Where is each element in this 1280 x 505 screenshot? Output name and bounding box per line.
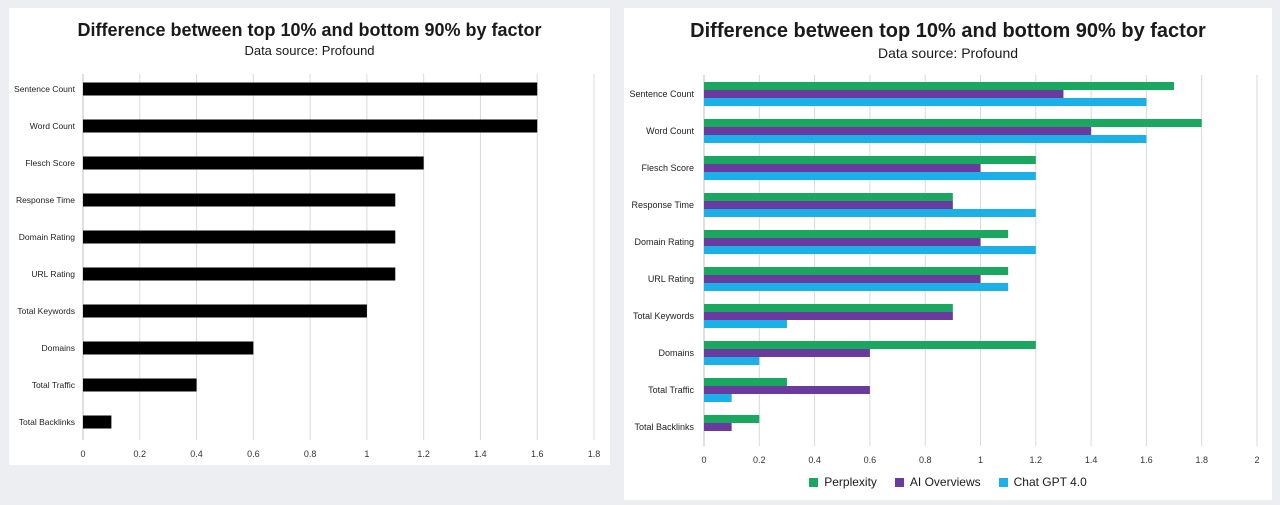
- x-tick-label: 0.6: [247, 449, 260, 459]
- bar-chat-gpt-4-0-domain-rating: [704, 246, 1036, 254]
- legend-item-chat-gpt: Chat GPT 4.0: [998, 475, 1087, 489]
- category-label-domains: Domains: [41, 343, 75, 353]
- right-chart-title: Difference between top 10% and bottom 90…: [690, 20, 1206, 42]
- category-label-domain-rating: Domain Rating: [634, 237, 694, 247]
- left-chart-panel: Difference between top 10% and bottom 90…: [9, 8, 610, 465]
- right-chart-panel: Difference between top 10% and bottom 90…: [624, 8, 1272, 500]
- bar-perplexity-flesch-score: [704, 156, 1036, 164]
- legend-item-perplexity: Perplexity: [809, 475, 877, 489]
- category-label-word-count: Word Count: [30, 121, 76, 131]
- category-label-total-keywords: Total Keywords: [633, 311, 695, 321]
- bar-difference-domains: [83, 341, 254, 355]
- bar-difference-total-backlinks: [83, 415, 112, 429]
- bar-perplexity-total-backlinks: [704, 415, 760, 423]
- right-chart-plot: 0 0.2 0.4 0.6 0.8 1 1.2 1.4 1.6 1.8 2 Sentence Coun…: [629, 75, 1260, 465]
- category-label-total-traffic: Total Traffic: [648, 385, 694, 395]
- bar-difference-domain-rating: [83, 230, 396, 244]
- x-tick-label: 1.4: [474, 449, 487, 459]
- legend-item-ai-overviews: AI Overviews: [894, 475, 981, 489]
- x-tick-label: 0.2: [753, 455, 766, 465]
- bar-difference-flesch-score: [83, 156, 424, 170]
- x-tick-label: 0.2: [134, 449, 147, 459]
- x-tick-label: 0.4: [190, 449, 203, 459]
- bar-difference-word-count: [83, 119, 538, 133]
- category-label-total-backlinks: Total Backlinks: [634, 422, 694, 432]
- legend-label-perplexity: Perplexity: [824, 475, 877, 489]
- bar-perplexity-url-rating: [704, 267, 1009, 275]
- bar-ai-overviews-word-count: [704, 127, 1092, 135]
- bar-ai-overviews-url-rating: [704, 275, 981, 283]
- category-label-url-rating: URL Rating: [31, 269, 75, 279]
- x-tick-label: 1: [978, 455, 983, 465]
- category-label-total-keywords: Total Keywords: [17, 306, 75, 316]
- bar-perplexity-response-time: [704, 193, 953, 201]
- x-tick-label: 0.8: [919, 455, 932, 465]
- category-label-word-count: Word Count: [646, 126, 694, 136]
- bar-chat-gpt-4-0-flesch-score: [704, 172, 1036, 180]
- x-tick-label: 1.2: [1030, 455, 1043, 465]
- bar-perplexity-total-traffic: [704, 378, 787, 386]
- legend-swatch-perplexity: [809, 477, 819, 487]
- bar-difference-total-keywords: [83, 304, 367, 318]
- x-tick-label: 0.6: [864, 455, 877, 465]
- bar-perplexity-sentence-count: [704, 82, 1175, 90]
- bar-perplexity-word-count: [704, 119, 1202, 127]
- x-tick-label: 0.4: [808, 455, 821, 465]
- bar-ai-overviews-total-traffic: [704, 386, 870, 394]
- bar-chat-gpt-4-0-url-rating: [704, 283, 1009, 291]
- legend-swatch-chat-gpt: [998, 477, 1008, 487]
- legend-label-ai-overviews: AI Overviews: [909, 475, 981, 489]
- bar-difference-url-rating: [83, 267, 396, 281]
- x-tick-label: 1.6: [531, 449, 544, 459]
- category-label-flesch-score: Flesch Score: [25, 158, 75, 168]
- category-label-sentence-count: Sentence Count: [629, 89, 694, 99]
- x-tick-label: 1.8: [588, 449, 601, 459]
- category-label-response-time: Response Time: [16, 195, 75, 205]
- x-tick-label: 0.8: [304, 449, 317, 459]
- left-chart-plot: 0 0.2 0.4 0.6 0.8 1 1.2 1.4 1.6 1.8 Sentence Count…: [14, 74, 601, 459]
- x-tick-label: 1.8: [1195, 455, 1208, 465]
- bar-chat-gpt-4-0-word-count: [704, 135, 1147, 143]
- category-label-total-traffic: Total Traffic: [32, 380, 76, 390]
- bar-ai-overviews-domains: [704, 349, 870, 357]
- bar-chat-gpt-4-0-total-keywords: [704, 320, 787, 328]
- chart-legend: Perplexity AI Overviews Chat GPT 4.0: [624, 475, 1272, 489]
- category-label-total-backlinks: Total Backlinks: [19, 417, 75, 427]
- x-tick-label: 1.6: [1140, 455, 1153, 465]
- x-tick-label: 1: [364, 449, 369, 459]
- bar-difference-total-traffic: [83, 378, 197, 392]
- bar-difference-sentence-count: [83, 82, 538, 96]
- x-tick-label: 2: [1254, 455, 1259, 465]
- bar-ai-overviews-response-time: [704, 201, 953, 209]
- bar-ai-overviews-total-keywords: [704, 312, 953, 320]
- bar-perplexity-total-keywords: [704, 304, 953, 312]
- bar-chat-gpt-4-0-total-traffic: [704, 394, 732, 402]
- category-label-url-rating: URL Rating: [648, 274, 694, 284]
- left-chart-title: Difference between top 10% and bottom 90…: [77, 20, 542, 40]
- category-label-response-time: Response Time: [631, 200, 694, 210]
- bar-chat-gpt-4-0-sentence-count: [704, 98, 1147, 106]
- bar-ai-overviews-flesch-score: [704, 164, 981, 172]
- bar-ai-overviews-domain-rating: [704, 238, 981, 246]
- category-label-flesch-score: Flesch Score: [641, 163, 694, 173]
- category-label-domains: Domains: [658, 348, 694, 358]
- legend-swatch-ai-overviews: [894, 477, 904, 487]
- right-chart-subtitle: Data source: Profound: [877, 45, 1019, 61]
- x-tick-label: 0: [80, 449, 85, 459]
- bar-ai-overviews-sentence-count: [704, 90, 1064, 98]
- x-tick-label: 1.2: [417, 449, 430, 459]
- x-tick-label: 1.4: [1085, 455, 1098, 465]
- legend-label-chat-gpt: Chat GPT 4.0: [1013, 475, 1087, 489]
- category-label-sentence-count: Sentence Count: [14, 84, 76, 94]
- bar-perplexity-domains: [704, 341, 1036, 349]
- bar-chat-gpt-4-0-response-time: [704, 209, 1036, 217]
- bar-difference-response-time: [83, 193, 396, 207]
- bar-perplexity-domain-rating: [704, 230, 1009, 238]
- bar-chat-gpt-4-0-domains: [704, 357, 760, 365]
- x-tick-label: 0: [701, 455, 706, 465]
- left-chart-subtitle: Data source: Profound: [244, 43, 375, 58]
- category-label-domain-rating: Domain Rating: [19, 232, 75, 242]
- bar-ai-overviews-total-backlinks: [704, 423, 732, 431]
